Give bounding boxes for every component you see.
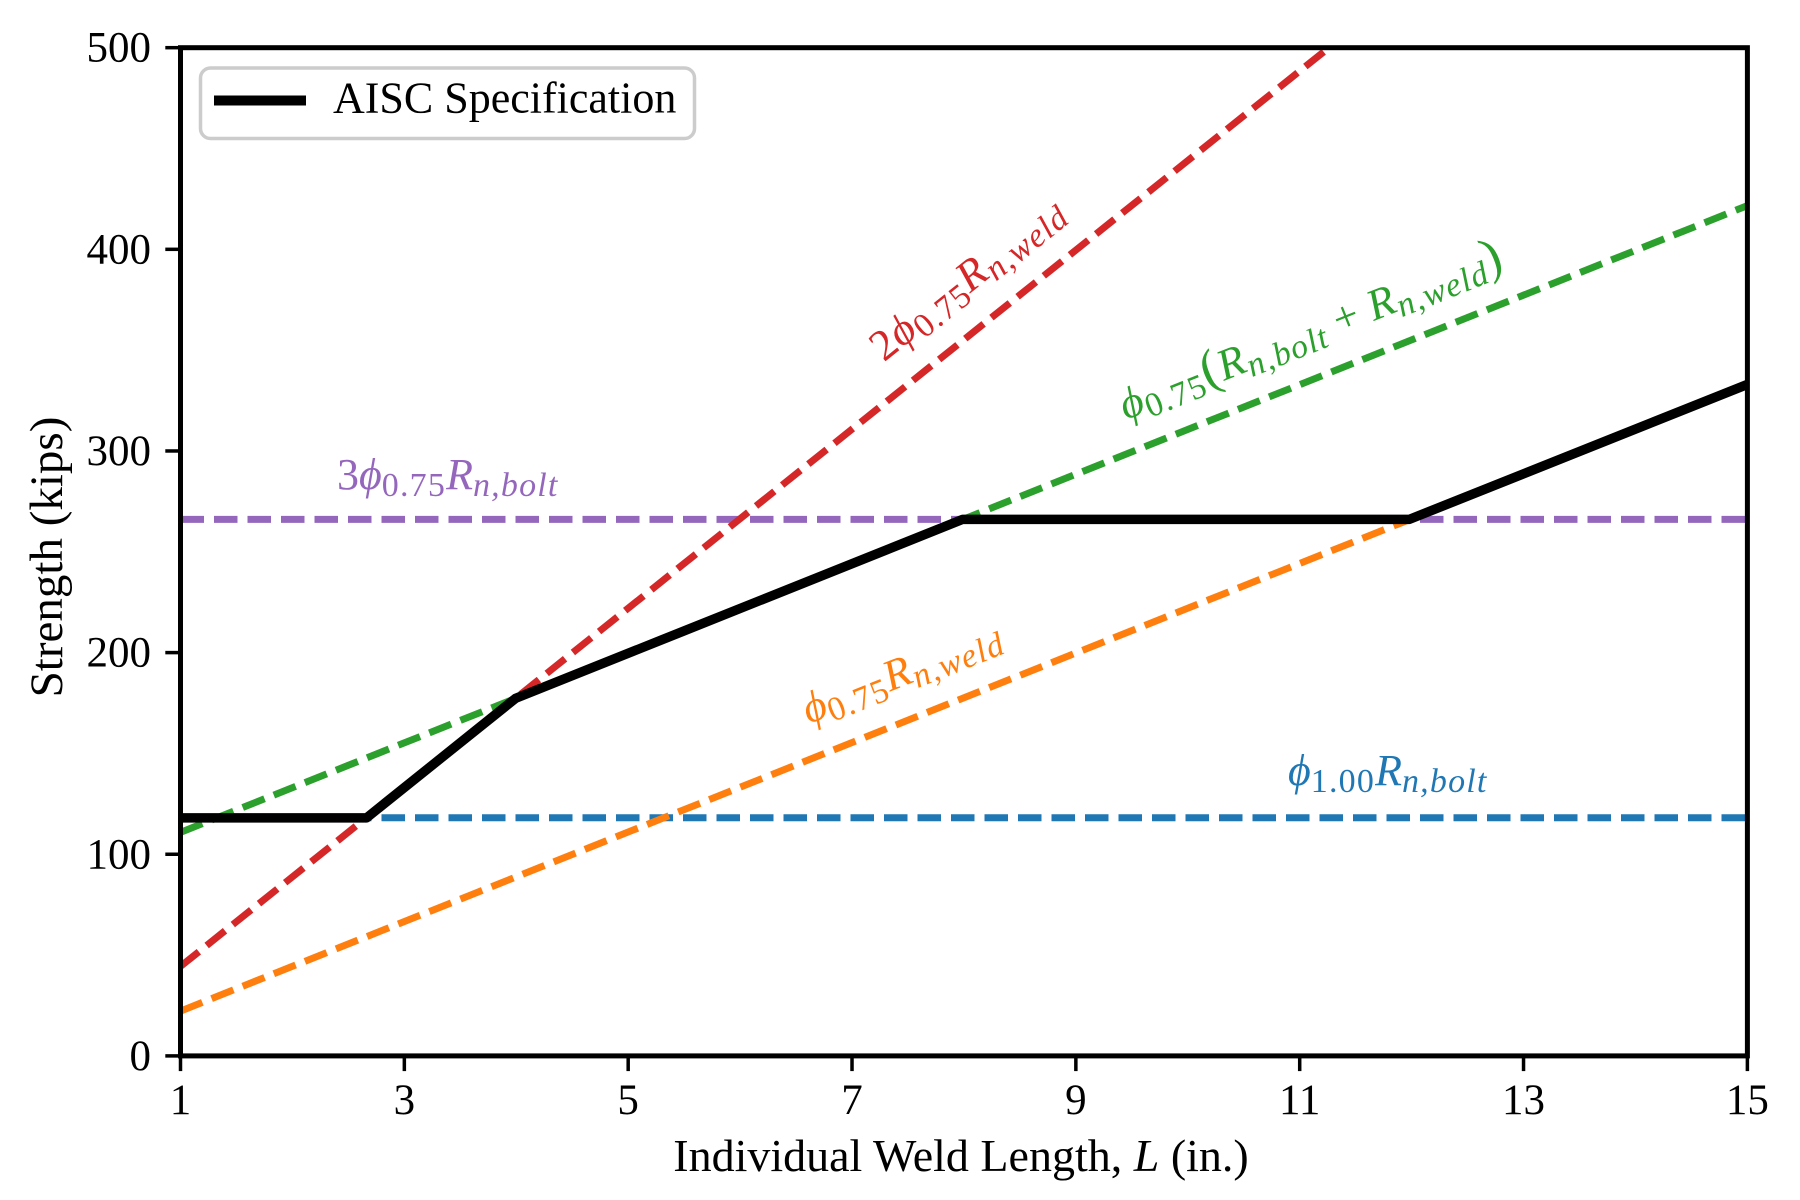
svg-text:5: 5 [617, 1077, 639, 1124]
svg-text:9: 9 [1065, 1077, 1087, 1124]
svg-text:200: 200 [87, 630, 152, 677]
svg-text:13: 13 [1502, 1077, 1545, 1124]
svg-text:100: 100 [87, 831, 152, 878]
svg-text:ϕ1.00Rn,bolt: ϕ1.00Rn,bolt [1288, 746, 1488, 800]
svg-text:AISC Specification: AISC Specification [333, 74, 676, 123]
svg-text:3: 3 [394, 1077, 416, 1124]
svg-text:400: 400 [87, 226, 152, 273]
svg-text:300: 300 [87, 428, 152, 475]
svg-text:1: 1 [170, 1077, 192, 1124]
svg-text:500: 500 [87, 25, 152, 72]
svg-text:11: 11 [1279, 1077, 1320, 1124]
svg-text:0: 0 [130, 1033, 152, 1080]
svg-text:7: 7 [841, 1077, 863, 1124]
svg-text:Individual Weld Length, L (in.: Individual Weld Length, L (in.) [673, 1130, 1249, 1181]
svg-text:Strength (kips): Strength (kips) [21, 417, 73, 698]
svg-text:15: 15 [1726, 1077, 1769, 1124]
